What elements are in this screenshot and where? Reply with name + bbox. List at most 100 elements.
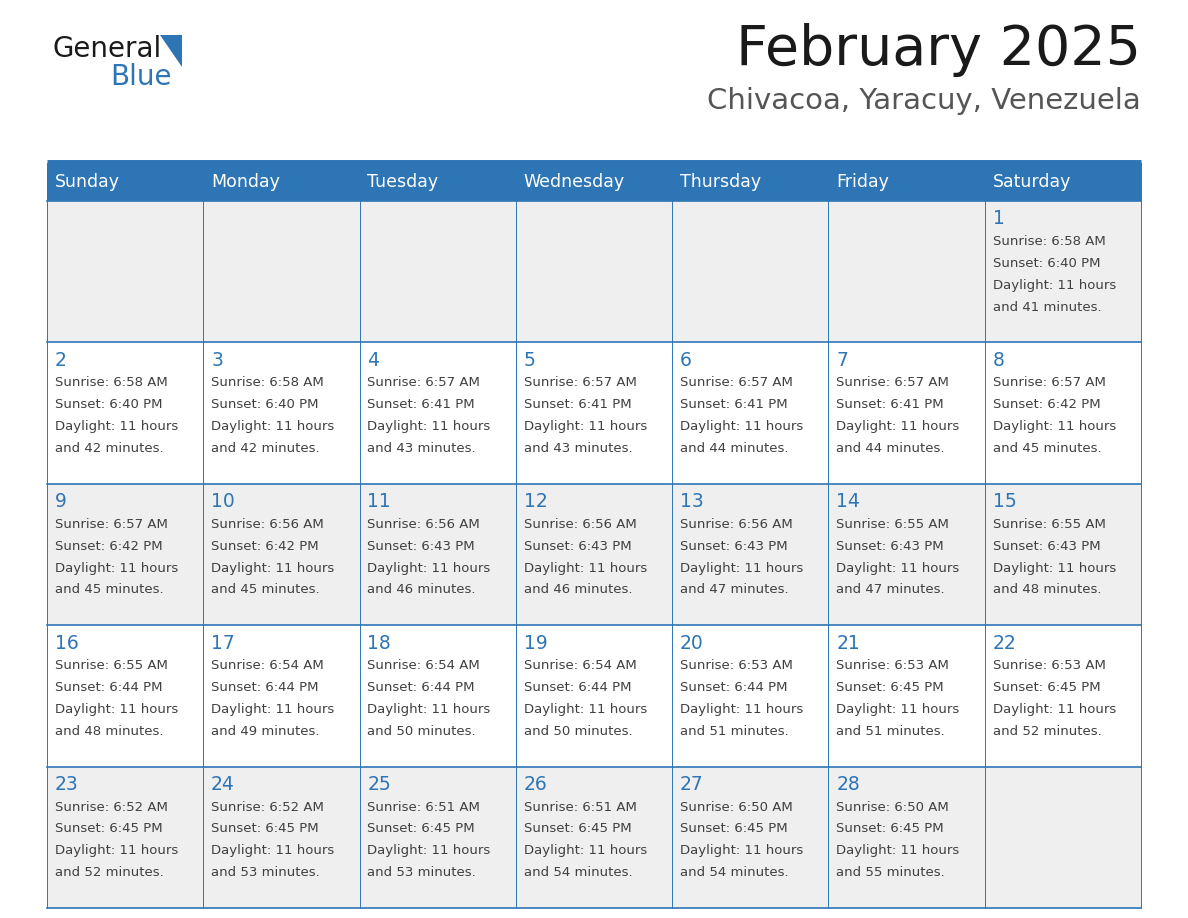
Text: Sunrise: 6:54 AM: Sunrise: 6:54 AM xyxy=(211,659,324,672)
Text: and 47 minutes.: and 47 minutes. xyxy=(680,584,789,597)
Text: Sunset: 6:40 PM: Sunset: 6:40 PM xyxy=(992,257,1100,270)
Text: and 53 minutes.: and 53 minutes. xyxy=(211,867,320,879)
Text: Daylight: 11 hours: Daylight: 11 hours xyxy=(680,845,803,857)
Text: and 44 minutes.: and 44 minutes. xyxy=(680,442,789,455)
Text: Sunset: 6:41 PM: Sunset: 6:41 PM xyxy=(836,398,944,411)
Bar xyxy=(672,484,828,625)
Text: Sunset: 6:41 PM: Sunset: 6:41 PM xyxy=(524,398,631,411)
Bar xyxy=(985,201,1140,342)
Bar xyxy=(828,201,985,342)
Text: Daylight: 11 hours: Daylight: 11 hours xyxy=(992,279,1116,292)
Bar xyxy=(985,625,1140,767)
Text: Sunset: 6:42 PM: Sunset: 6:42 PM xyxy=(211,540,318,553)
Text: Saturday: Saturday xyxy=(992,173,1070,191)
Text: Daylight: 11 hours: Daylight: 11 hours xyxy=(836,420,960,433)
Text: and 48 minutes.: and 48 minutes. xyxy=(992,584,1101,597)
Text: Daylight: 11 hours: Daylight: 11 hours xyxy=(524,420,647,433)
Text: Sunrise: 6:58 AM: Sunrise: 6:58 AM xyxy=(55,376,168,389)
Text: 5: 5 xyxy=(524,351,536,370)
Bar xyxy=(516,767,672,908)
Text: Sunset: 6:44 PM: Sunset: 6:44 PM xyxy=(367,681,475,694)
Text: Sunrise: 6:57 AM: Sunrise: 6:57 AM xyxy=(992,376,1105,389)
Text: and 54 minutes.: and 54 minutes. xyxy=(680,867,789,879)
Text: and 41 minutes.: and 41 minutes. xyxy=(992,301,1101,314)
Text: 11: 11 xyxy=(367,492,391,511)
Bar xyxy=(828,484,985,625)
Text: Sunset: 6:45 PM: Sunset: 6:45 PM xyxy=(836,823,944,835)
Bar xyxy=(828,767,985,908)
Bar xyxy=(672,163,828,201)
Bar xyxy=(985,163,1140,201)
Text: 1: 1 xyxy=(992,209,1004,229)
Bar xyxy=(985,767,1140,908)
Text: and 53 minutes.: and 53 minutes. xyxy=(367,867,476,879)
Text: and 50 minutes.: and 50 minutes. xyxy=(367,725,476,738)
Text: Daylight: 11 hours: Daylight: 11 hours xyxy=(211,845,334,857)
Text: 25: 25 xyxy=(367,775,391,794)
Text: Sunrise: 6:56 AM: Sunrise: 6:56 AM xyxy=(211,518,324,531)
Bar xyxy=(828,163,985,201)
Text: and 46 minutes.: and 46 minutes. xyxy=(367,584,476,597)
Text: 10: 10 xyxy=(211,492,235,511)
Text: Daylight: 11 hours: Daylight: 11 hours xyxy=(992,703,1116,716)
Text: Sunset: 6:44 PM: Sunset: 6:44 PM xyxy=(55,681,163,694)
Text: 13: 13 xyxy=(680,492,703,511)
Bar xyxy=(203,767,360,908)
Text: Sunrise: 6:54 AM: Sunrise: 6:54 AM xyxy=(524,659,637,672)
Text: Daylight: 11 hours: Daylight: 11 hours xyxy=(55,845,178,857)
Bar xyxy=(48,201,203,342)
Text: Sunrise: 6:53 AM: Sunrise: 6:53 AM xyxy=(836,659,949,672)
Bar xyxy=(360,342,516,484)
Text: Thursday: Thursday xyxy=(680,173,762,191)
Text: 6: 6 xyxy=(680,351,691,370)
Text: Daylight: 11 hours: Daylight: 11 hours xyxy=(211,703,334,716)
Text: Sunset: 6:45 PM: Sunset: 6:45 PM xyxy=(836,681,944,694)
Text: Sunset: 6:45 PM: Sunset: 6:45 PM xyxy=(680,823,788,835)
Text: Sunset: 6:41 PM: Sunset: 6:41 PM xyxy=(680,398,788,411)
Text: Daylight: 11 hours: Daylight: 11 hours xyxy=(55,420,178,433)
Text: Sunrise: 6:56 AM: Sunrise: 6:56 AM xyxy=(524,518,637,531)
Bar xyxy=(203,201,360,342)
Text: 18: 18 xyxy=(367,633,391,653)
Text: and 42 minutes.: and 42 minutes. xyxy=(211,442,320,455)
Text: 26: 26 xyxy=(524,775,548,794)
Text: 15: 15 xyxy=(992,492,1016,511)
Text: Sunset: 6:45 PM: Sunset: 6:45 PM xyxy=(211,823,318,835)
Text: Daylight: 11 hours: Daylight: 11 hours xyxy=(680,703,803,716)
Text: Daylight: 11 hours: Daylight: 11 hours xyxy=(836,703,960,716)
Bar xyxy=(203,484,360,625)
Text: and 45 minutes.: and 45 minutes. xyxy=(55,584,164,597)
Bar xyxy=(48,625,203,767)
Text: Sunrise: 6:58 AM: Sunrise: 6:58 AM xyxy=(992,235,1105,248)
Text: Sunset: 6:45 PM: Sunset: 6:45 PM xyxy=(367,823,475,835)
Text: 23: 23 xyxy=(55,775,78,794)
Text: Daylight: 11 hours: Daylight: 11 hours xyxy=(836,845,960,857)
Text: Sunset: 6:43 PM: Sunset: 6:43 PM xyxy=(992,540,1100,553)
Text: 21: 21 xyxy=(836,633,860,653)
Text: 4: 4 xyxy=(367,351,379,370)
Text: Sunrise: 6:56 AM: Sunrise: 6:56 AM xyxy=(680,518,792,531)
Bar xyxy=(48,342,203,484)
Text: Sunrise: 6:57 AM: Sunrise: 6:57 AM xyxy=(680,376,792,389)
Text: and 55 minutes.: and 55 minutes. xyxy=(836,867,944,879)
Bar xyxy=(516,163,672,201)
Text: and 43 minutes.: and 43 minutes. xyxy=(367,442,476,455)
Text: Daylight: 11 hours: Daylight: 11 hours xyxy=(367,845,491,857)
Bar xyxy=(360,767,516,908)
Text: Sunrise: 6:54 AM: Sunrise: 6:54 AM xyxy=(367,659,480,672)
Text: and 51 minutes.: and 51 minutes. xyxy=(680,725,789,738)
Text: and 43 minutes.: and 43 minutes. xyxy=(524,442,632,455)
Text: Sunset: 6:40 PM: Sunset: 6:40 PM xyxy=(55,398,163,411)
Text: Tuesday: Tuesday xyxy=(367,173,438,191)
Text: 8: 8 xyxy=(992,351,1004,370)
Bar xyxy=(516,484,672,625)
Text: Sunset: 6:43 PM: Sunset: 6:43 PM xyxy=(680,540,788,553)
Text: Sunset: 6:40 PM: Sunset: 6:40 PM xyxy=(211,398,318,411)
Text: 22: 22 xyxy=(992,633,1016,653)
Text: 28: 28 xyxy=(836,775,860,794)
Text: and 52 minutes.: and 52 minutes. xyxy=(992,725,1101,738)
Text: Daylight: 11 hours: Daylight: 11 hours xyxy=(367,562,491,575)
Text: and 45 minutes.: and 45 minutes. xyxy=(992,442,1101,455)
Text: Monday: Monday xyxy=(211,173,280,191)
Text: 17: 17 xyxy=(211,633,235,653)
